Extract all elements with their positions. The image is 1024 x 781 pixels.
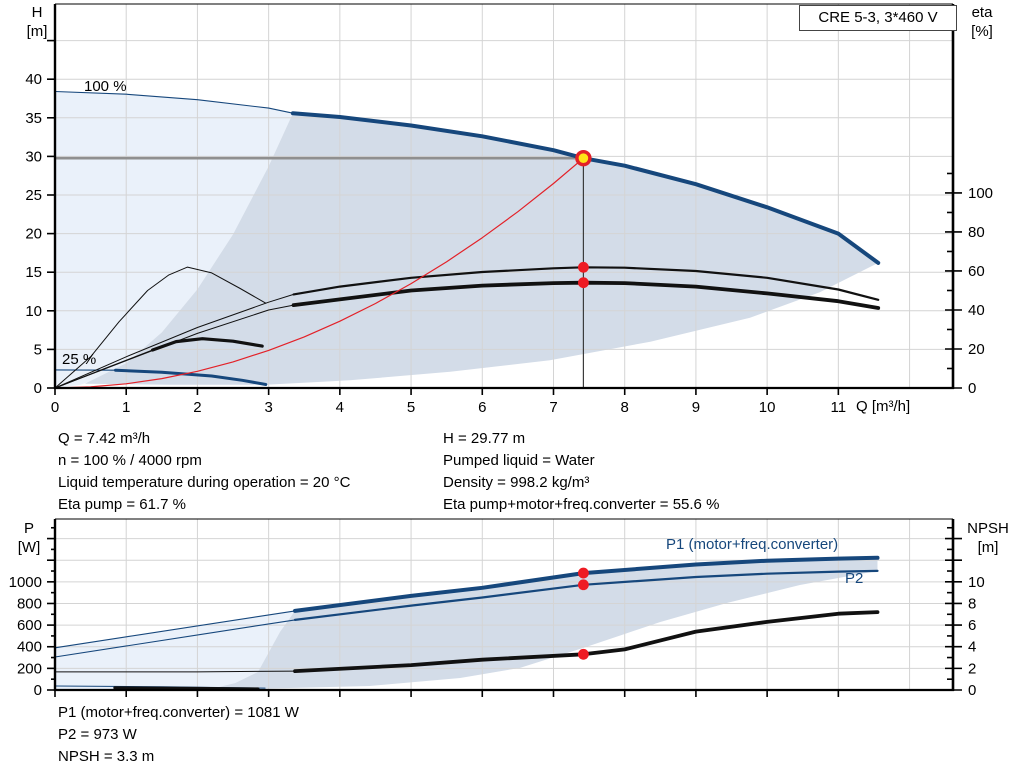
qh-curve-25 [114, 368, 268, 386]
info-h: H = 29.77 m [443, 430, 526, 447]
q-axis-label: Q [m³/h] [856, 398, 911, 415]
tick-label: 0 [34, 380, 42, 397]
tick-label: 0 [968, 380, 976, 397]
info-eta-total: Eta pump+motor+freq.converter = 55.6 % [443, 496, 720, 513]
p2-curve-thin [54, 619, 296, 658]
eta-total-curve-25 [151, 337, 264, 352]
speed-25-label: 25 % [62, 351, 97, 368]
power-envelope-light [55, 610, 295, 690]
control-curve [54, 157, 585, 389]
tick-label: 9 [692, 399, 700, 416]
p1-point [578, 567, 589, 579]
tick-label: 600 [17, 617, 42, 634]
tick-label: 0 [34, 682, 42, 699]
tick-label: 40 [25, 71, 42, 88]
pump-title-badge: CRE 5-3, 3*460 V [799, 5, 957, 31]
eta-total-curve [291, 280, 881, 310]
eta-pump-point [578, 261, 589, 273]
duty-info-right: H = 29.77 m Pumped liquid = Water Densit… [443, 428, 719, 516]
tick-label: 35 [25, 110, 42, 127]
power-info-block: P1 (motor+freq.converter) = 1081 W P2 = … [58, 702, 299, 768]
p1-curve-label: P1 (motor+freq.converter) [666, 536, 839, 553]
tick-label: 20 [25, 226, 42, 243]
tick-label: 6 [478, 399, 486, 416]
tick-label: 60 [968, 263, 985, 280]
tick-label: 20 [968, 341, 985, 358]
chart-qh-eta[interactable]: 0 1 2 3 4 5 6 7 8 9 10 11 0 5 10 15 20 25 30 35 40 0 20 40 60 80 1… [25, 3, 993, 416]
tick-label: 4 [336, 399, 344, 416]
power-envelope-dark [206, 557, 878, 690]
npsh-curve-thin [54, 670, 296, 673]
tick-label: 1000 [9, 574, 42, 591]
info-density: Density = 998.2 kg/m³ [443, 474, 590, 491]
speed-100-label: 100 % [84, 78, 127, 95]
p-axis-label: P [W] [17, 520, 41, 556]
tick-label: 0 [968, 682, 976, 699]
info-pumped-liquid: Pumped liquid = Water [443, 452, 595, 469]
tick-label: 100 [968, 185, 993, 202]
tick-label: 0 [51, 399, 59, 416]
eta-axis-label: eta [%] [971, 4, 993, 40]
npsh-point [578, 648, 589, 660]
tick-label: 15 [25, 264, 42, 281]
tick-label: 2 [968, 660, 976, 677]
operating-point-marker[interactable] [575, 149, 592, 167]
tick-label: 800 [17, 595, 42, 612]
p2-curve-label: P2 [845, 570, 864, 587]
tick-label: 3 [264, 399, 272, 416]
info-npsh: NPSH = 3.3 m [58, 748, 155, 765]
tick-label: 10 [968, 574, 985, 591]
info-liquid-temp: Liquid temperature during operation = 20… [58, 474, 351, 491]
p1-curve-thin [54, 610, 296, 649]
info-n: n = 100 % / 4000 rpm [58, 452, 202, 469]
qh-curve-100-thin [54, 90, 294, 114]
tick-label: 11 [831, 399, 847, 416]
info-q: Q = 7.42 m³/h [58, 430, 151, 447]
tick-label: 8 [968, 595, 976, 612]
tick-label: 7 [549, 399, 557, 416]
eta-pump-curve-thin [54, 293, 295, 389]
duty-info-left: Q = 7.42 m³/h n = 100 % / 4000 rpm Liqui… [58, 428, 350, 516]
npsh-curve-25 [113, 686, 260, 691]
tick-label: 1 [122, 399, 130, 416]
info-p2: P2 = 973 W [58, 726, 137, 743]
p1-curve [293, 555, 880, 613]
p2-curve [293, 569, 879, 622]
tick-label: 200 [17, 660, 42, 677]
tick-label: 2 [193, 399, 201, 416]
tick-label: 25 [25, 187, 42, 204]
tick-label: 8 [621, 399, 629, 416]
envelope-light [55, 91, 293, 388]
chart-power-npsh[interactable]: 0 200 400 600 800 1000 0 2 4 6 8 10 [9, 518, 985, 699]
eta-total-curve-25-thin [54, 349, 154, 389]
tick-label: 10 [759, 399, 776, 416]
tick-label: 10 [25, 303, 42, 320]
h-axis-label: H [m] [26, 4, 48, 40]
pump-title: CRE 5-3, 3*460 V [818, 9, 938, 26]
tick-label: 80 [968, 224, 985, 241]
tick-label: 40 [968, 302, 985, 319]
info-p1: P1 (motor+freq.converter) = 1081 W [58, 704, 299, 721]
tick-label: 30 [25, 148, 42, 165]
eta-pump-curve-25 [54, 266, 267, 389]
tick-label: 4 [968, 639, 976, 656]
tick-label: 400 [17, 639, 42, 656]
npsh-curve [293, 610, 880, 673]
tick-label: 5 [34, 341, 42, 358]
tick-label: 5 [407, 399, 415, 416]
npsh-axis-label: NPSH [m] [967, 520, 1009, 556]
eta-total-point [578, 277, 589, 289]
info-eta-pump: Eta pump = 61.7 % [58, 496, 186, 513]
p2-point [578, 579, 589, 591]
tick-label: 6 [968, 617, 976, 634]
